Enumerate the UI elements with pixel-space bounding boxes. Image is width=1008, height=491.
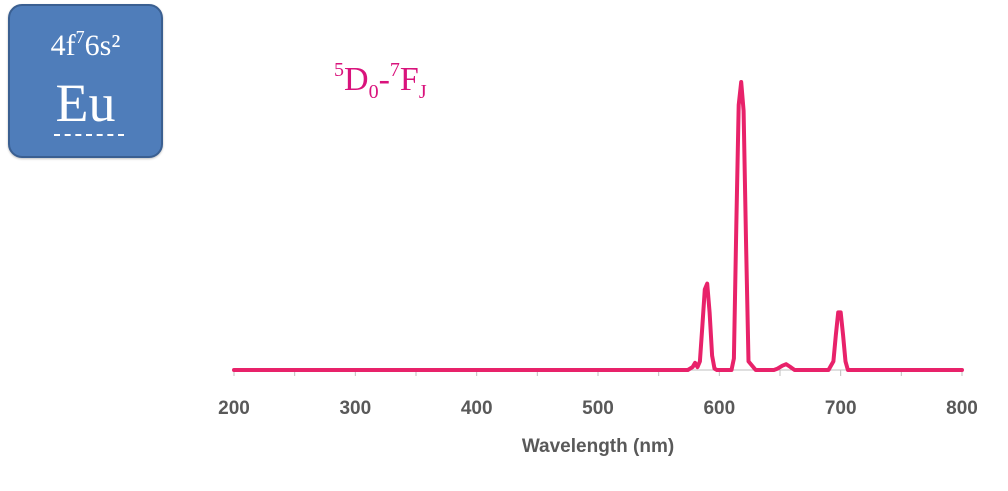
x-tick-label: 300 [339,398,371,419]
symbol-dashed-underline [54,134,124,136]
emission-spectrum-line [232,80,964,372]
x-tick-label: 500 [582,398,614,419]
x-axis-tick-labels: 200 300 400 500 600 700 800 [218,398,978,419]
europium-element-tile: 4f76s² Eu [8,4,163,158]
x-tick-label: 400 [461,398,493,419]
x-tick-label: 200 [218,398,250,419]
transition-term-1: D [344,61,369,98]
transition-sup-2: 7 [389,59,400,81]
electron-configuration: 4f76s² [10,28,161,61]
transition-label: 5D0-7FJ [334,60,427,102]
config-base: 4f [50,29,76,62]
element-symbol: Eu [55,73,116,133]
x-axis-title: Wavelength (nm) [522,436,674,457]
transition-sub-1: 0 [368,81,379,103]
config-exponent: 7 [75,27,85,47]
transition-sup-1: 5 [334,59,344,81]
transition-term-2: F [399,61,419,98]
config-tail: 6s² [84,29,121,62]
x-tick-label: 600 [703,398,735,419]
x-tick-label: 800 [946,398,978,419]
transition-sub-2: J [418,81,427,103]
x-tick-label: 700 [825,398,857,419]
transition-dash: - [378,61,390,98]
